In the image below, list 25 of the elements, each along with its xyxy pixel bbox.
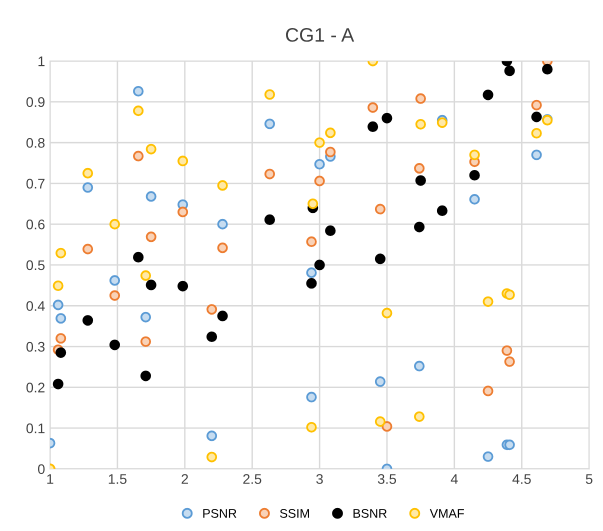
y-tick-label: 0 [38, 464, 45, 474]
y-tick-label: 0.5 [26, 260, 45, 270]
y-tick-label: 0.9 [26, 97, 45, 108]
x-tick-label: 3 [316, 474, 323, 484]
x-tick-label: 5 [586, 474, 592, 484]
x-tick-label: 1.5 [108, 474, 127, 484]
x-tick-label: 4 [450, 474, 458, 484]
y-tick-label: 0.6 [26, 220, 45, 230]
y-tick-label: 0.8 [26, 138, 45, 148]
x-tick-label: 3.5 [378, 474, 396, 484]
chart-title: CG1 - A [286, 28, 354, 42]
y-tick-label: 0.4 [26, 301, 45, 311]
legend-label: VMAF [430, 509, 464, 518]
legend-label: BSNR [354, 509, 387, 518]
x-tick-label: 4.5 [512, 474, 531, 484]
y-tick-label: 0.1 [26, 423, 45, 434]
x-tick-label: 1 [47, 474, 54, 484]
y-tick-label: 1 [38, 56, 45, 66]
y-tick-label: 0.2 [26, 382, 44, 392]
y-tick-label: 0.7 [26, 178, 44, 189]
legend-label: PSNR [203, 509, 236, 518]
x-tick-label: 2 [182, 474, 188, 484]
y-tick-label: 0.3 [26, 342, 45, 352]
legend-label: SSIM [280, 509, 309, 518]
x-tick-label: 2.5 [243, 474, 262, 484]
